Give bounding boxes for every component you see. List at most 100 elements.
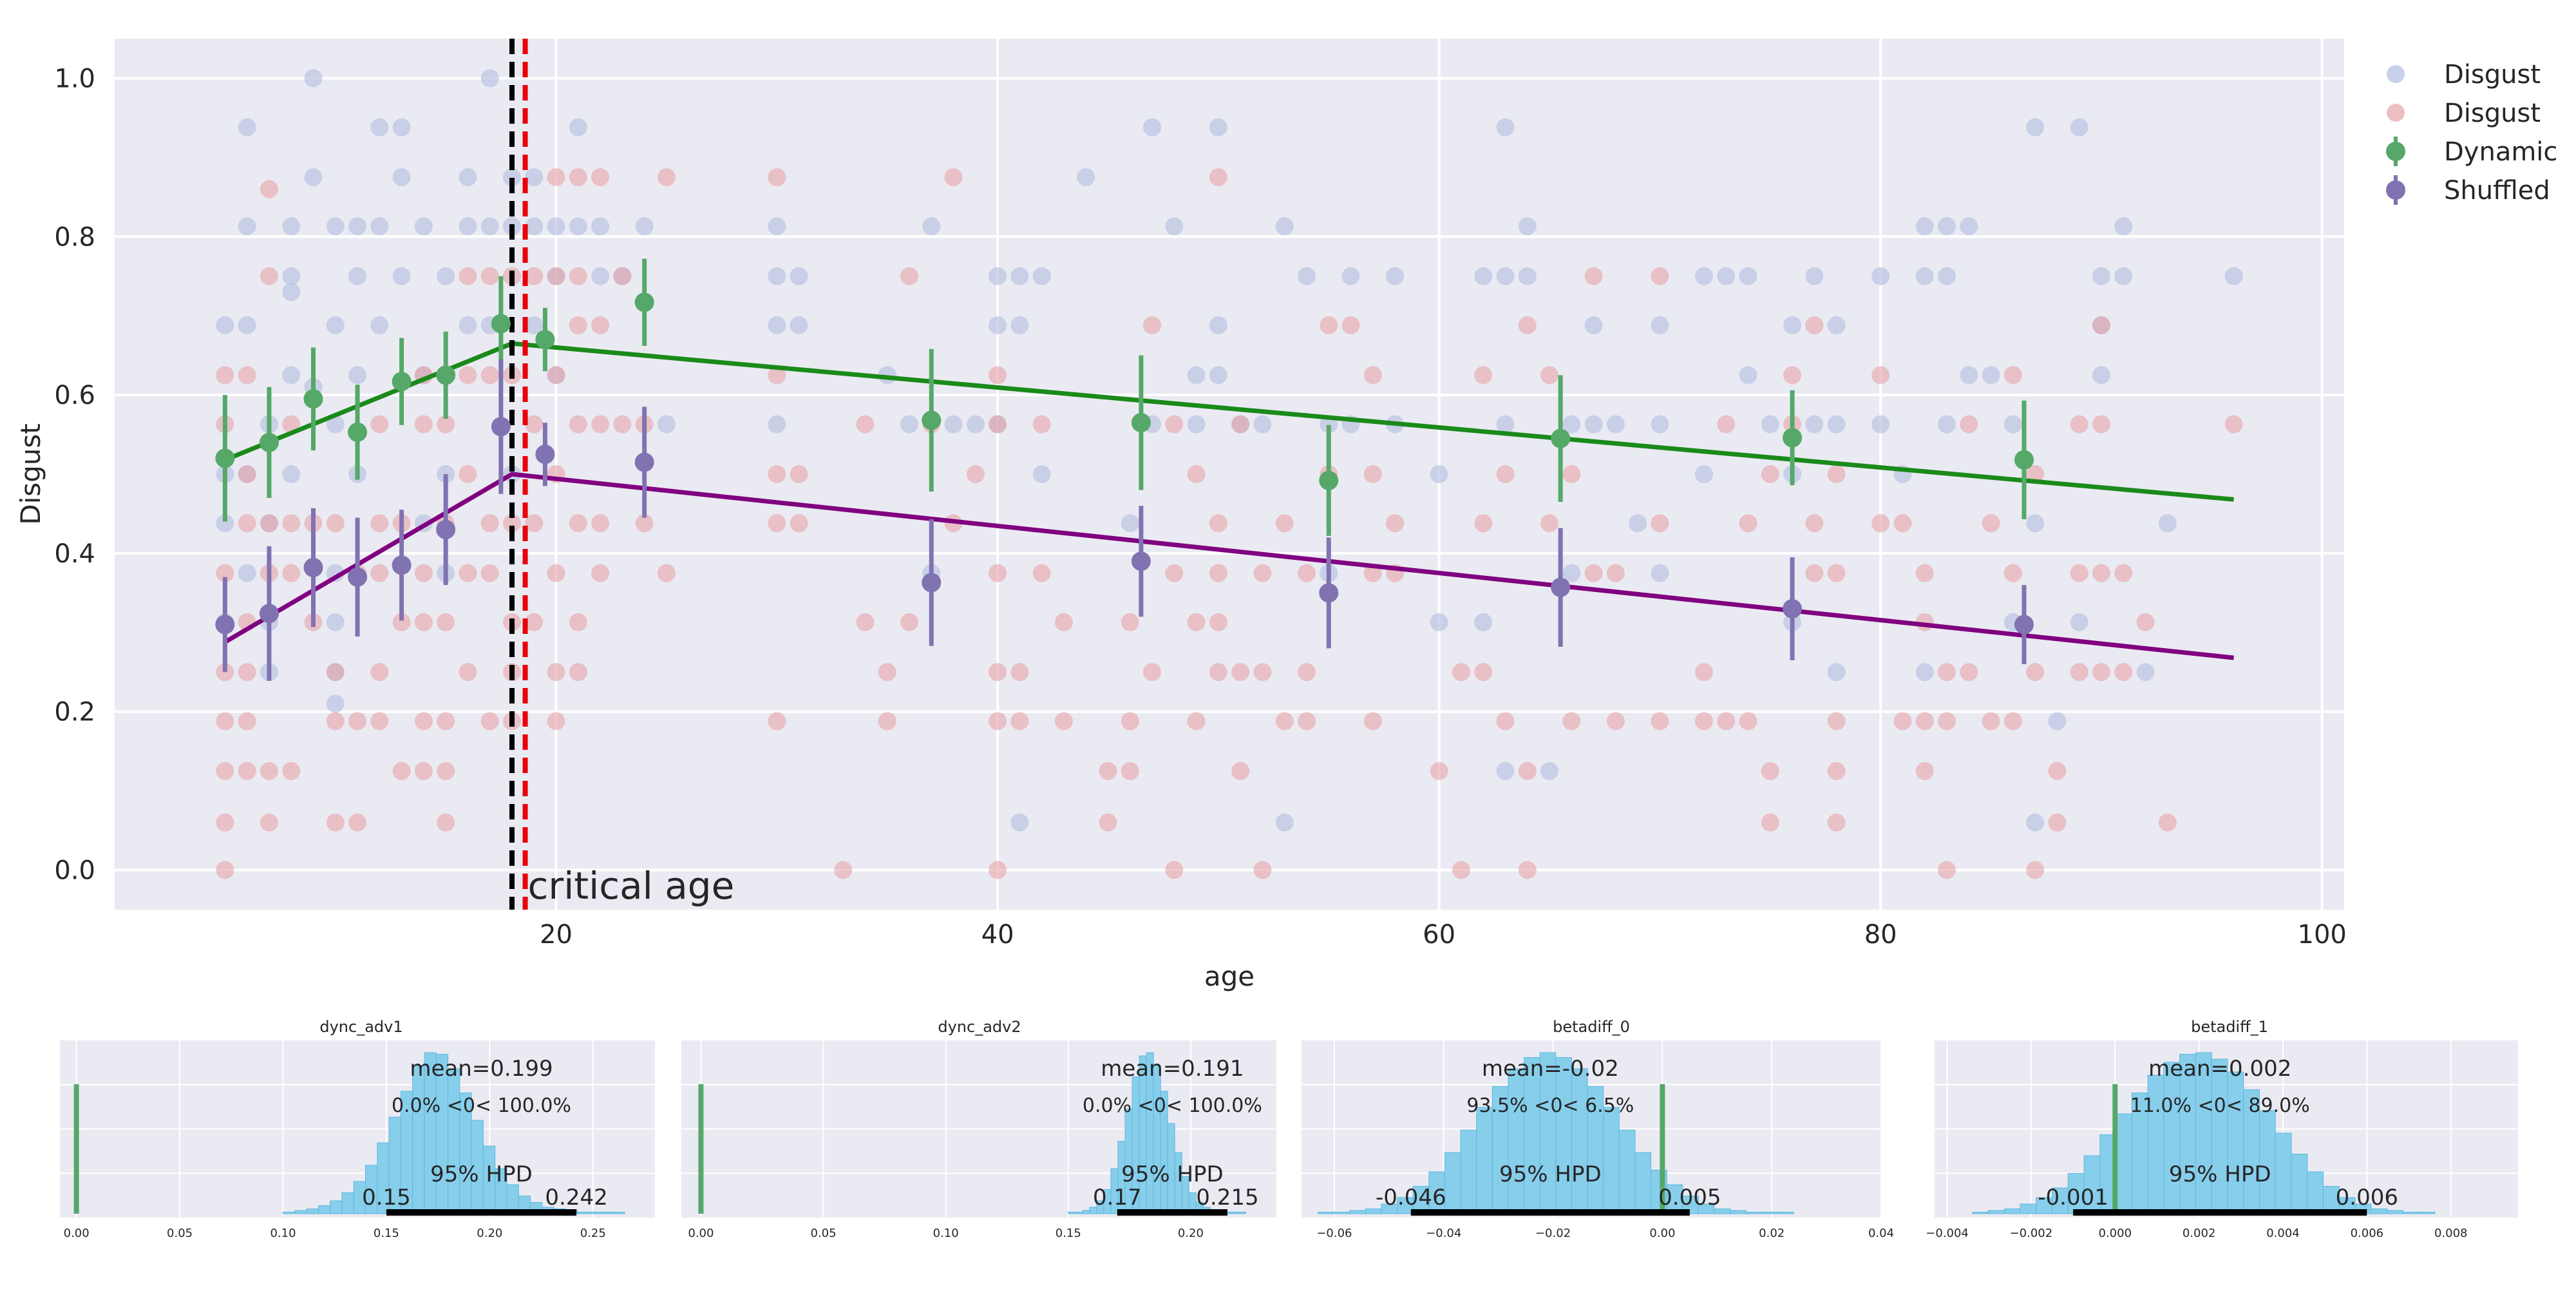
- scatter-point: [2003, 366, 2022, 385]
- panel-x-tick-label: 0.00: [64, 1227, 90, 1240]
- legend-marker-disgust-pink: [2387, 104, 2405, 122]
- scatter-point: [1540, 514, 1559, 533]
- scatter-point: [1893, 712, 1912, 731]
- scatter-point: [260, 813, 278, 832]
- legend-label-disgust-pink: Disgust: [2444, 99, 2541, 128]
- scatter-point: [2070, 564, 2088, 582]
- histogram-bar: [1444, 1152, 1461, 1214]
- scatter-point: [569, 217, 587, 236]
- histogram-bar: [2003, 1209, 2021, 1214]
- scatter-point: [1562, 465, 1581, 483]
- scatter-point: [459, 564, 477, 582]
- scatter-point: [900, 613, 918, 631]
- scatter-point: [370, 415, 389, 434]
- scatter-point: [2070, 663, 2088, 682]
- scatter-point: [1297, 564, 1316, 582]
- legend: Disgust Disgust Dynamic Shuffled: [2386, 60, 2557, 206]
- scatter-point: [216, 813, 234, 832]
- scatter-point: [1474, 267, 1493, 285]
- scatter-point: [790, 267, 808, 285]
- scatter-point: [1717, 267, 1736, 285]
- scatter-point: [392, 118, 411, 137]
- scatter-point: [459, 168, 477, 187]
- scatter-point: [2092, 366, 2110, 385]
- x-tick-label: 40: [981, 920, 1014, 950]
- histogram-bar: [2131, 1093, 2148, 1214]
- scatter-point: [216, 761, 234, 780]
- scatter-point: [569, 663, 587, 682]
- scatter-point: [414, 564, 433, 582]
- scatter-point: [1739, 366, 1757, 385]
- panel-x-tick-label: 0.00: [1649, 1227, 1675, 1240]
- scatter-point: [1187, 465, 1206, 483]
- scatter-point: [480, 217, 499, 236]
- scatter-point: [437, 613, 455, 631]
- scatter-point: [1187, 712, 1206, 731]
- scatter-point: [1320, 316, 1338, 334]
- scatter-point: [348, 366, 367, 385]
- histogram-bar: [1555, 1057, 1572, 1214]
- percent-label: 11.0% <0< 89.0%: [2130, 1095, 2310, 1117]
- scatter-point: [591, 514, 610, 533]
- scatter-point: [525, 168, 544, 187]
- x-tick-label: 100: [2298, 920, 2347, 950]
- scatter-point: [1430, 465, 1448, 483]
- scatter-point: [1209, 168, 1227, 187]
- scatter-point: [1121, 761, 1139, 780]
- histogram-bar: [2052, 1187, 2069, 1214]
- scatter-point: [1496, 465, 1515, 483]
- scatter-point: [790, 316, 808, 334]
- histogram-bar: [2116, 1113, 2132, 1214]
- scatter-point: [1805, 316, 1824, 334]
- panel-x-tick-label: 0.008: [2434, 1227, 2468, 1240]
- panel-x-tick-label: 0.006: [2351, 1227, 2384, 1240]
- scatter-point: [569, 613, 587, 631]
- histogram-bar: [2387, 1210, 2403, 1214]
- scatter-point: [1827, 761, 1846, 780]
- point-dynamic: [1319, 470, 1339, 490]
- scatter-point: [326, 663, 345, 682]
- scatter-point: [1143, 316, 1162, 334]
- scatter-point: [304, 168, 323, 187]
- histogram-bar: [2036, 1197, 2053, 1214]
- histogram-bars: [1317, 1052, 1794, 1214]
- scatter-point: [768, 366, 786, 385]
- scatter-point: [1606, 712, 1625, 731]
- scatter-point: [1165, 564, 1184, 582]
- panel-x-tick-label: 0.20: [1178, 1227, 1204, 1240]
- scatter-point: [547, 663, 565, 682]
- scatter-point: [1474, 514, 1493, 533]
- point-shuffled: [491, 417, 511, 437]
- scatter-point: [502, 168, 521, 187]
- scatter-point: [238, 712, 256, 731]
- scatter-point: [768, 217, 786, 236]
- scatter-point: [238, 514, 256, 533]
- scatter-point: [768, 712, 786, 731]
- histogram-bar: [1777, 1212, 1794, 1214]
- scatter-point: [370, 316, 389, 334]
- histogram-bar: [1508, 1068, 1525, 1214]
- panel-x-tick-label: −0.004: [1926, 1227, 1969, 1240]
- histogram-bar: [317, 1205, 331, 1214]
- scatter-point: [282, 415, 301, 434]
- point-shuffled: [1319, 583, 1339, 603]
- scatter-point: [2092, 267, 2110, 285]
- scatter-point: [1783, 316, 1802, 334]
- histogram-bar: [306, 1209, 319, 1214]
- scatter-point: [1496, 761, 1515, 780]
- scatter-point: [1010, 267, 1029, 285]
- histogram-bar: [2083, 1155, 2101, 1214]
- panel-x-tick-label: 0.02: [1759, 1227, 1785, 1240]
- scatter-point: [591, 316, 610, 334]
- scatter-point: [1341, 267, 1360, 285]
- scatter-point: [282, 761, 301, 780]
- scatter-point: [1363, 366, 1382, 385]
- scatter-point: [1540, 761, 1559, 780]
- scatter-point: [238, 366, 256, 385]
- scatter-point: [2003, 712, 2022, 731]
- scatter-point: [414, 761, 433, 780]
- scatter-point: [768, 267, 786, 285]
- scatter-point: [1805, 415, 1824, 434]
- scatter-point: [989, 366, 1007, 385]
